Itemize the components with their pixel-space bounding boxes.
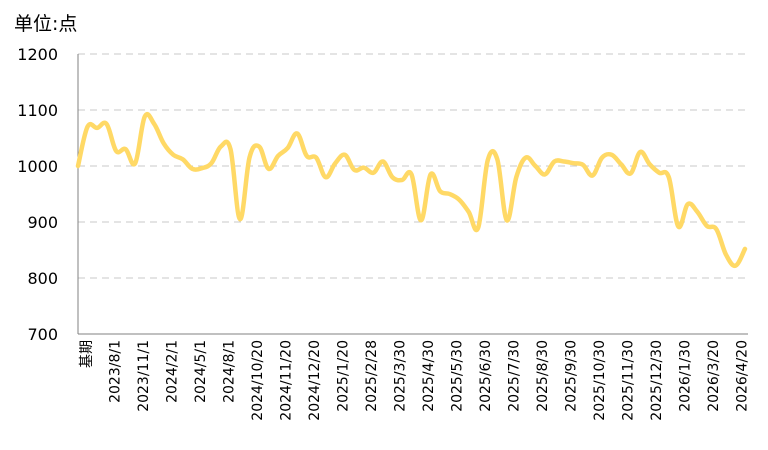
x-tick-label: 2025/12/30	[649, 340, 665, 421]
x-tick-label: 2023/8/1	[108, 340, 124, 403]
x-tick-label: 2023/11/1	[136, 340, 152, 412]
x-tick-label: 2025/8/30	[535, 340, 551, 412]
series-line-0	[75, 111, 748, 269]
x-tick-label: 基期	[78, 340, 95, 368]
y-tick-label: 700	[27, 325, 58, 344]
x-tick-label: 2025/4/30	[421, 340, 437, 412]
x-tick-label: 2024/8/1	[222, 340, 238, 403]
x-tick-label: 2025/3/30	[393, 340, 409, 412]
gridlines	[78, 53, 748, 279]
x-tick-label: 2025/1/20	[336, 340, 352, 412]
y-tick-label: 1100	[17, 101, 58, 120]
unit-label: 单位:点	[14, 13, 77, 35]
x-tick-label: 2024/11/20	[279, 340, 295, 421]
x-tick-label: 2025/5/30	[450, 340, 466, 412]
x-tick-label: 2025/7/30	[507, 340, 523, 412]
series-layer	[75, 111, 748, 269]
x-tick-label: 2024/10/20	[250, 340, 266, 421]
y-tick-label: 1000	[17, 157, 58, 176]
x-axis: 基期 2023/8/1 2023/11/1 2024/2/1 2024/5/1 2024/…	[78, 333, 751, 421]
x-tick-label: 2024/2/1	[165, 340, 181, 403]
y-axis: 700 800 900 1000 1100 1200	[17, 45, 79, 344]
x-tick-label: 2025/2/28	[364, 340, 380, 412]
x-tick-label: 2024/12/20	[307, 340, 323, 421]
x-tick-label: 2026/1/30	[678, 340, 694, 412]
x-tick-label: 2026/4/20	[735, 340, 751, 412]
x-tick-label: 2025/6/30	[478, 340, 494, 412]
y-tick-label: 900	[27, 213, 58, 232]
x-tick-label: 2025/10/30	[592, 340, 608, 421]
x-tick-label: 2025/9/30	[564, 340, 580, 412]
y-tick-label: 1200	[17, 45, 58, 64]
x-tick-label: 2024/5/1	[193, 340, 209, 403]
x-tick-label: 2026/3/20	[706, 340, 722, 412]
y-tick-label: 800	[27, 269, 58, 288]
x-tick-label: 2025/11/30	[621, 340, 637, 421]
